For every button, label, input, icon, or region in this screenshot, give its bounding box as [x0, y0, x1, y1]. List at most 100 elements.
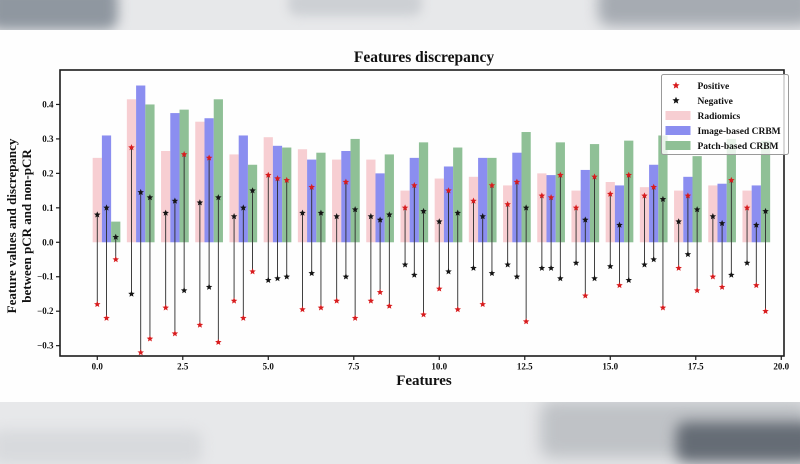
legend-positive-label: Positive — [698, 82, 730, 92]
bar-image-based-crbm-11 — [478, 157, 488, 243]
negative-marker-2-0 — [162, 209, 169, 216]
positive-marker-3-1 — [205, 154, 213, 161]
bar-image-based-crbm-14 — [580, 169, 590, 243]
positive-marker-2-1 — [171, 330, 179, 337]
positive-marker-18-2 — [728, 176, 735, 184]
negative-marker-12-0 — [504, 261, 511, 268]
bar-radiomics-8 — [366, 159, 376, 243]
positive-marker-17-0 — [675, 264, 682, 271]
positive-marker-9-2 — [420, 311, 427, 318]
positive-marker-2-2 — [180, 151, 188, 158]
negative-marker-7-1 — [342, 273, 350, 280]
negative-marker-10-1 — [445, 268, 452, 275]
bar-radiomics-6 — [297, 149, 308, 243]
bar-patch-based-crbm-0 — [111, 221, 121, 243]
positive-marker-8-2 — [386, 302, 393, 309]
negative-marker-6-1 — [308, 269, 315, 277]
negative-marker-1-0 — [128, 290, 135, 297]
negative-marker-1-1 — [137, 188, 144, 196]
bar-patch-based-crbm-3 — [213, 99, 223, 243]
negative-marker-13-1 — [547, 264, 555, 271]
bar-patch-based-crbm-1 — [145, 104, 155, 243]
bar-image-based-crbm-19 — [751, 185, 761, 243]
negative-marker-15-0 — [607, 263, 614, 270]
negative-marker-3-0 — [196, 199, 204, 206]
positive-marker-7-2 — [351, 314, 359, 321]
bar-image-based-crbm-15 — [614, 185, 625, 243]
negative-marker-8-0 — [367, 213, 375, 220]
bar-image-based-crbm-0 — [101, 135, 112, 243]
negative-marker-7-0 — [333, 213, 340, 220]
legend-radiomics-label: Radiomics — [698, 112, 741, 122]
bar-image-based-crbm-1 — [136, 85, 146, 243]
positive-marker-13-2 — [557, 171, 564, 178]
bar-image-based-crbm-2 — [170, 113, 180, 243]
y-tick-label-6: −0.2 — [37, 306, 54, 316]
bar-radiomics-3 — [195, 121, 205, 243]
y-tick-label-5: −0.1 — [37, 272, 54, 282]
positive-marker-5-1 — [274, 175, 281, 182]
y-tick-label-3: 0.1 — [42, 203, 54, 213]
y-tick-label-0: 0.4 — [42, 99, 54, 109]
positive-marker-16-1 — [650, 183, 657, 190]
x-tick-label-2: 5.0 — [263, 362, 275, 372]
negative-marker-4-1 — [240, 204, 247, 211]
negative-marker-4-2 — [249, 187, 256, 194]
positive-marker-6-1 — [308, 183, 315, 190]
bar-image-based-crbm-8 — [375, 173, 385, 243]
negative-marker-11-2 — [488, 269, 496, 277]
negative-marker-0-2 — [112, 233, 119, 240]
bar-radiomics-2 — [161, 150, 171, 243]
negative-marker-9-0 — [401, 261, 409, 268]
x-tick-label-6: 15.0 — [602, 362, 618, 372]
negative-marker-7-2 — [351, 206, 359, 213]
positive-marker-12-1 — [513, 178, 521, 185]
positive-marker-12-0 — [504, 200, 511, 208]
positive-marker-7-1 — [342, 178, 350, 185]
negative-marker-16-2 — [659, 195, 667, 202]
positive-marker-2-0 — [162, 304, 169, 311]
positive-marker-18-0 — [709, 273, 717, 280]
bar-radiomics-4 — [229, 154, 239, 243]
positive-marker-10-2 — [454, 306, 461, 313]
negative-marker-10-0 — [436, 218, 443, 225]
negative-marker-6-0 — [299, 209, 306, 216]
negative-marker-1-2 — [146, 194, 154, 201]
negative-marker-8-2 — [386, 211, 393, 218]
positive-marker-4-0 — [230, 297, 238, 304]
negative-marker-13-0 — [538, 264, 546, 271]
legend-patch-based-crbm-swatch — [665, 141, 691, 150]
negative-marker-0-0 — [94, 211, 101, 218]
positive-marker-3-0 — [196, 321, 204, 328]
positive-marker-1-1 — [137, 349, 144, 356]
bar-patch-based-crbm-6 — [316, 152, 326, 243]
legend: Positive Negative Radiomics Image-based CRB… — [661, 74, 789, 155]
bar-patch-based-crbm-12 — [521, 132, 531, 243]
negative-marker-5-2 — [283, 273, 290, 280]
positive-marker-6-0 — [299, 306, 306, 313]
negative-marker-14-1 — [582, 216, 589, 223]
positive-marker-7-0 — [333, 297, 340, 304]
bar-patch-based-crbm-17 — [692, 156, 702, 243]
negative-marker-5-0 — [265, 276, 272, 283]
axes-frame — [59, 69, 785, 357]
legend-positive-marker-icon — [672, 81, 680, 89]
negative-marker-17-2 — [693, 206, 701, 213]
negative-marker-15-2 — [625, 276, 632, 283]
negative-marker-17-0 — [675, 218, 682, 225]
y-tick-label-4: 0.0 — [42, 237, 54, 247]
positive-marker-14-2 — [591, 173, 598, 180]
bar-radiomics-7 — [332, 159, 342, 243]
positive-marker-11-2 — [488, 182, 496, 189]
positive-marker-15-0 — [607, 190, 614, 197]
positive-marker-17-2 — [693, 287, 701, 294]
negative-marker-4-0 — [230, 213, 238, 220]
positive-marker-15-2 — [625, 171, 632, 178]
negative-marker-9-2 — [420, 207, 427, 215]
positive-marker-10-1 — [445, 187, 452, 194]
negative-marker-19-2 — [762, 207, 769, 215]
negative-marker-0-1 — [103, 204, 110, 211]
legend-negative-marker-icon — [672, 96, 680, 104]
x-tick-label-3: 7.5 — [348, 362, 360, 372]
chart-title: Features discrepancy — [354, 49, 494, 66]
